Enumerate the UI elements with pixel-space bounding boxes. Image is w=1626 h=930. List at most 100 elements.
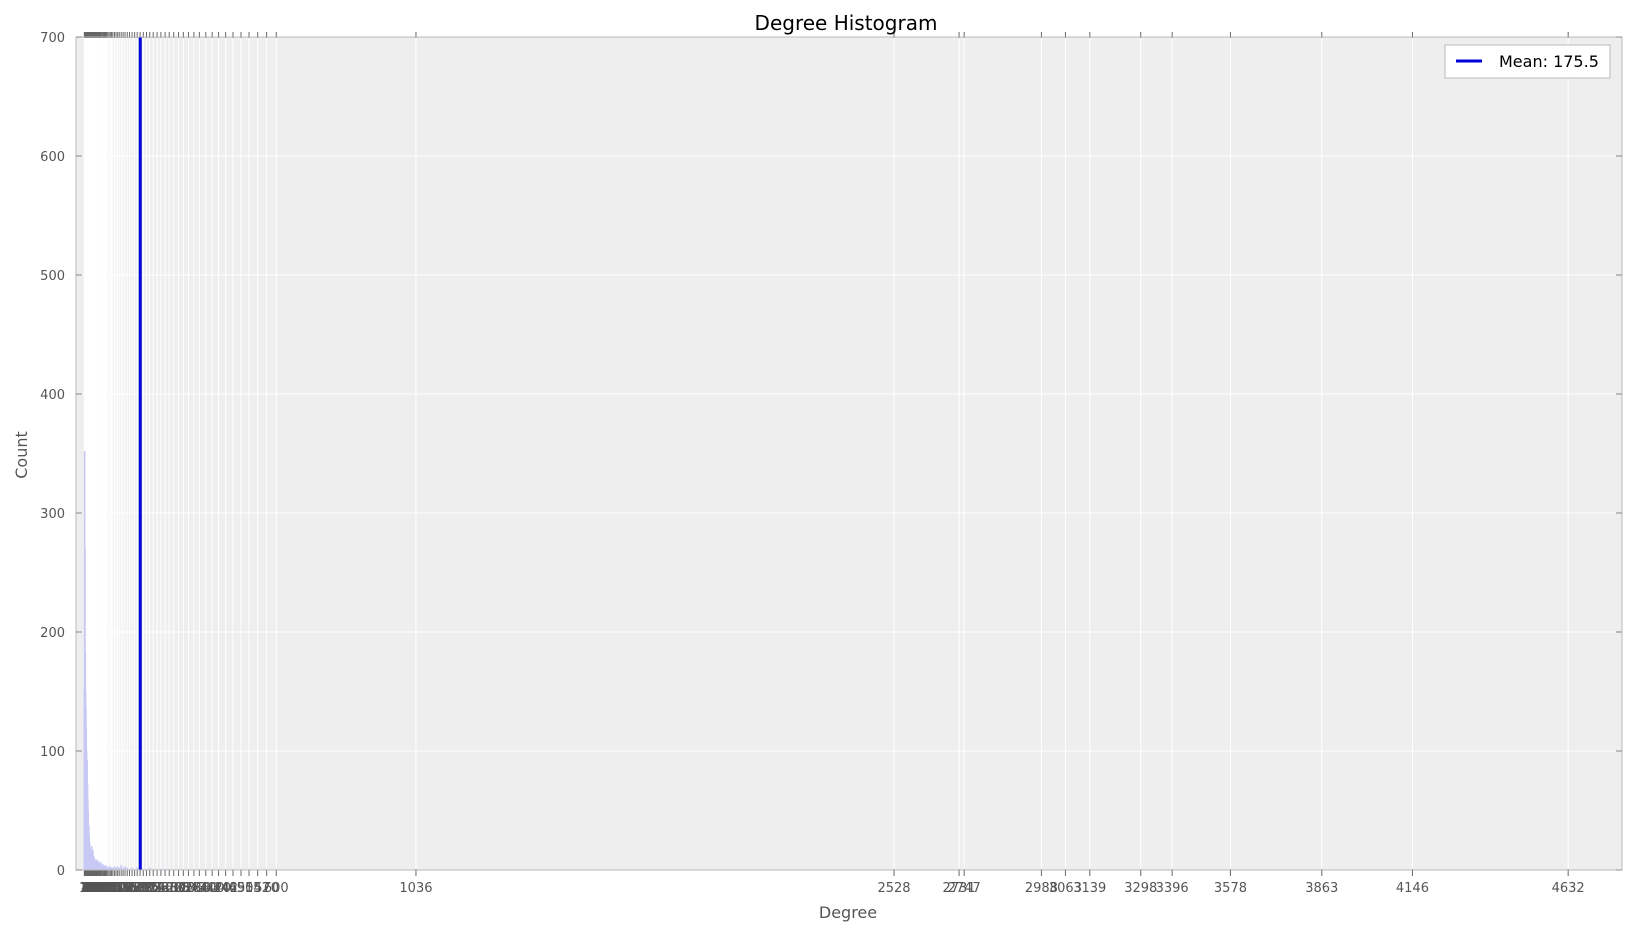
x-tick-label: 46 <box>90 881 107 896</box>
y-tick-label: 0 <box>57 864 65 879</box>
histogram-bar <box>145 868 148 870</box>
x-tick-label: 360 <box>187 881 212 896</box>
x-tick-label: 105 <box>105 881 130 896</box>
x-tick-label: 2528 <box>877 881 910 896</box>
x-tick-label: 3396 <box>1156 881 1189 896</box>
x-tick-label: 38 <box>88 881 105 896</box>
x-tick-label: 515 <box>237 881 262 896</box>
x-tick-label: 82 <box>102 881 119 896</box>
histogram-bar <box>275 868 278 870</box>
x-tick-label: 100 <box>104 881 129 896</box>
histogram-bar <box>177 868 180 870</box>
histogram-bar <box>108 866 110 870</box>
x-tick-label: 12 <box>80 881 97 896</box>
x-tick-label: 70 <box>98 881 115 896</box>
histogram-bar <box>217 868 220 870</box>
x-tick-label: 135 <box>115 881 140 896</box>
histogram-bar <box>126 867 129 870</box>
x-tick-label: 542 <box>245 881 270 896</box>
histogram-bar <box>131 867 133 870</box>
plot-frame <box>75 36 1623 871</box>
histogram-bar <box>256 868 259 870</box>
x-tick-label: 2731 <box>943 881 976 896</box>
x-tick-label: 240 <box>148 881 173 896</box>
histogram-bar <box>240 868 242 870</box>
x-tick-label: 20 <box>82 881 99 896</box>
x-tick-label: 15 <box>81 881 98 896</box>
histogram-bar <box>120 865 122 870</box>
histogram-bar <box>152 868 155 870</box>
histogram-bar <box>118 867 121 870</box>
histogram-bar <box>112 867 114 870</box>
histogram-bar <box>160 868 162 870</box>
x-tick-label: 8 <box>82 881 90 896</box>
y-tick-label: 700 <box>40 31 65 46</box>
x-tick-label: 150 <box>120 881 145 896</box>
x-tick-label: 310 <box>171 881 196 896</box>
x-tick-label: 50 <box>92 881 109 896</box>
histogram-bar <box>136 867 138 870</box>
x-tick-label: 34 <box>87 881 104 896</box>
y-tick-label: 600 <box>40 150 65 165</box>
x-tick-label: 465 <box>221 881 246 896</box>
x-tick-label: 2747 <box>948 881 981 896</box>
x-tick-label: 110 <box>107 881 132 896</box>
histogram-bar <box>115 867 117 870</box>
x-axis-label: Degree <box>819 903 877 922</box>
histogram-bar <box>187 868 190 870</box>
histogram-bar <box>110 867 113 870</box>
x-axis-ticks: 1234567891011121314151617181920222426283… <box>79 881 1585 896</box>
x-tick-label: 55 <box>93 881 110 896</box>
x-tick-label: 280 <box>161 881 186 896</box>
histogram-bar <box>248 868 250 870</box>
histogram-bar <box>101 864 104 870</box>
histogram-bar <box>232 868 234 870</box>
x-tick-label: 3298 <box>1124 881 1157 896</box>
histogram-bar <box>224 868 227 870</box>
histogram-bar <box>128 868 131 870</box>
x-tick-label: 3578 <box>1214 881 1247 896</box>
x-tick-label: 10 <box>79 881 96 896</box>
x-tick-label: 205 <box>137 881 162 896</box>
y-axis-ticks: 0 100 200 300 400 500 600 700 <box>40 31 1622 879</box>
x-tick-label: 266 <box>157 881 182 896</box>
x-tick-label: 44 <box>90 881 107 896</box>
x-tick-label: 22 <box>83 881 100 896</box>
legend-mean-label: Mean: 175.5 <box>1499 52 1599 71</box>
x-tick-label: 326 <box>176 881 201 896</box>
x-tick-label: 142 <box>117 881 142 896</box>
x-tick-label: 78 <box>101 881 118 896</box>
x-tick-label: 17 <box>81 881 98 896</box>
histogram-bar <box>106 867 109 870</box>
x-tick-label: 11 <box>79 881 96 896</box>
x-tick-label: 36 <box>87 881 104 896</box>
x-tick-label: 67 <box>97 881 114 896</box>
x-tick-label: 158 <box>122 881 147 896</box>
histogram-bar <box>148 867 151 870</box>
x-tick-label: 58 <box>94 881 111 896</box>
histogram-bar <box>142 868 145 870</box>
histogram-bar <box>182 868 185 870</box>
x-tick-label: 380 <box>193 881 218 896</box>
x-tick-label: 26 <box>84 881 101 896</box>
x-tick-label: 13 <box>80 881 97 896</box>
histogram-bar <box>164 868 166 870</box>
y-tick-label: 400 <box>40 388 65 403</box>
x-tick-label: 3 <box>81 881 89 896</box>
x-tick-label: 19 <box>82 881 99 896</box>
x-tick-label: 95 <box>106 881 123 896</box>
x-tick-label: 166 <box>125 881 150 896</box>
x-tick-label: 228 <box>145 881 170 896</box>
y-tick-label: 200 <box>40 626 65 641</box>
histogram-bar <box>103 866 106 870</box>
x-tick-label: 295 <box>166 881 191 896</box>
x-tick-label: 32 <box>86 881 103 896</box>
histogram-bar <box>102 865 105 870</box>
x-tick-label: 4146 <box>1396 881 1429 896</box>
x-tick-label: 175 <box>128 881 153 896</box>
histogram-bar <box>204 868 207 870</box>
x-tick-label: 3863 <box>1305 881 1338 896</box>
x-tick-label: 116 <box>109 881 134 896</box>
x-tick-label: 42 <box>89 881 106 896</box>
